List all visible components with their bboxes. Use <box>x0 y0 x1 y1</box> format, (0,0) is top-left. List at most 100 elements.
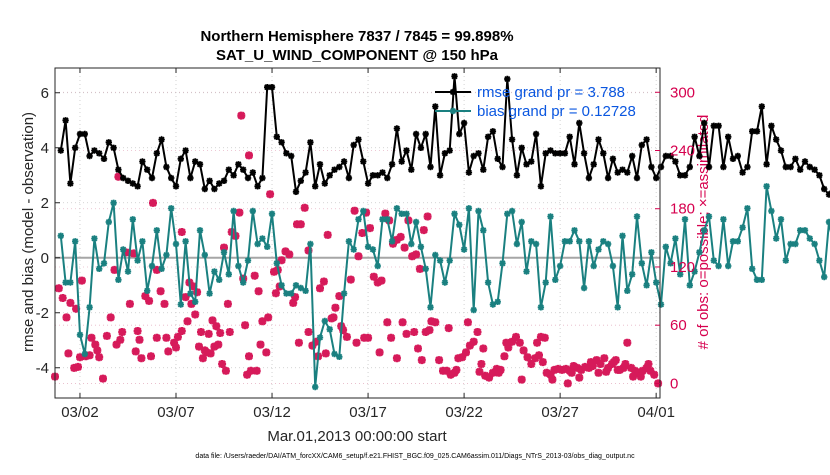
bias-series-point-dot <box>260 236 265 241</box>
obs-count-marker-glyph <box>584 363 593 372</box>
obs-count-marker <box>114 172 123 181</box>
obs-count-marker-glyph <box>375 348 384 357</box>
rmse-series-point-dot <box>140 159 145 164</box>
rmse-series-point-dot <box>149 175 155 181</box>
bias-series-point-dot <box>101 261 107 266</box>
rmse-series-point <box>556 150 564 157</box>
bias-series-point <box>542 279 549 286</box>
obs-count-marker <box>316 284 324 293</box>
rmse-series-point <box>158 136 165 143</box>
obs-count-marker-glyph <box>183 317 192 326</box>
obs-count-marker <box>170 338 179 347</box>
rmse-series-point-dot <box>389 162 395 167</box>
obs-count-marker <box>561 364 570 373</box>
bias-series-point <box>278 282 285 289</box>
bias-series-point-dot <box>298 285 303 291</box>
bias-series-point-dot <box>274 261 279 266</box>
obs-count-marker <box>133 327 142 335</box>
rmse-series-point-dot <box>769 123 774 128</box>
obs-count-marker-glyph <box>414 344 422 353</box>
obs-count-marker-glyph <box>646 366 655 375</box>
legend-label: bias grand pr = 0.12728 <box>477 103 636 120</box>
rmse-series-point-dot <box>591 162 596 167</box>
obs-count-marker <box>264 313 273 322</box>
obs-count-marker <box>195 342 203 351</box>
obs-count-marker <box>609 358 618 367</box>
obs-count-marker <box>87 333 96 342</box>
y-tick-label-right: 120 <box>670 259 695 276</box>
bias-series-point <box>432 251 439 259</box>
obs-count-marker <box>216 329 225 337</box>
bias-series-point <box>648 249 655 256</box>
bias-series-point <box>249 207 257 215</box>
rmse-series-point <box>76 130 84 138</box>
obs-count-marker <box>258 317 267 326</box>
rmse-series-point <box>273 133 280 141</box>
bias-series-point-dot <box>356 217 361 222</box>
obs-count-marker <box>352 338 361 347</box>
rmse-series-point <box>129 180 137 187</box>
bias-series-point <box>408 240 415 248</box>
bias-series-point <box>537 304 545 311</box>
bias-series-point <box>585 238 593 245</box>
bias-series-point <box>81 350 89 358</box>
bias-series-point-dot <box>505 211 510 216</box>
rmse-series-point-dot <box>706 164 712 170</box>
rmse-series-point-dot <box>404 148 409 153</box>
bias-series-point-dot <box>673 236 678 241</box>
bias-series-point <box>806 235 813 242</box>
obs-count-marker-glyph <box>266 190 275 199</box>
bias-series-point <box>350 246 357 253</box>
bias-series-point <box>816 257 823 264</box>
obs-count-marker <box>152 265 161 274</box>
bias-series-point-dot <box>514 241 520 247</box>
rmse-series-point-dot <box>265 85 270 90</box>
obs-count-marker-glyph <box>561 364 570 373</box>
obs-count-marker <box>246 366 255 375</box>
bias-series-point <box>566 238 573 245</box>
bias-series-point-dot <box>130 217 135 222</box>
obs-count-marker-glyph <box>381 209 390 218</box>
bias-series-point-dot <box>284 291 289 296</box>
rmse-series-point <box>513 172 521 179</box>
obs-count-marker-glyph <box>517 375 526 384</box>
obs-count-marker-glyph <box>193 288 202 297</box>
obs-count-marker <box>250 271 259 280</box>
bias-series-point-dot <box>649 250 654 255</box>
rmse-series-point-dot <box>778 148 784 153</box>
obs-count-marker-glyph <box>170 338 179 347</box>
bias-series-point-dot <box>807 236 812 241</box>
rmse-series-point <box>345 174 353 182</box>
obs-count-marker-glyph <box>417 356 426 365</box>
rmse-series-point <box>811 166 818 173</box>
obs-count-marker-glyph <box>129 249 138 258</box>
obs-count-marker-glyph <box>316 284 324 293</box>
rmse-series-point-dot <box>495 156 500 161</box>
bias-series-point <box>321 317 328 325</box>
rmse-series-point <box>720 163 727 171</box>
bias-series-point <box>571 227 578 234</box>
bias-series-point-dot <box>615 305 620 310</box>
bias-series-point <box>456 221 463 229</box>
obs-count-marker <box>500 352 509 361</box>
rmse-series-point-dot <box>630 153 635 159</box>
bias-series-point-dot <box>370 247 376 252</box>
obs-count-marker-glyph <box>225 328 234 336</box>
bias-series-point <box>489 301 497 308</box>
rmse-series-point-dot <box>476 151 481 156</box>
y-tick-label-right: 60 <box>670 317 687 334</box>
rmse-series-point <box>782 163 789 171</box>
rmse-series-point-dot <box>639 142 644 148</box>
bias-series-point-dot <box>308 241 313 247</box>
legend-entry-rmse: rmse grand pr = 3.788 <box>435 84 625 101</box>
rmse-series-point <box>749 128 756 135</box>
obs-count-marker-glyph <box>125 299 134 308</box>
rmse-series-point <box>422 130 429 138</box>
rmse-series-point <box>355 136 362 143</box>
bias-series-point <box>345 238 353 245</box>
rmse-series-point-dot <box>212 186 217 192</box>
rmse-series-point <box>600 150 607 157</box>
obs-count-marker-glyph <box>542 368 551 377</box>
bias-series-point <box>316 334 324 341</box>
rmse-series-point <box>768 122 775 130</box>
